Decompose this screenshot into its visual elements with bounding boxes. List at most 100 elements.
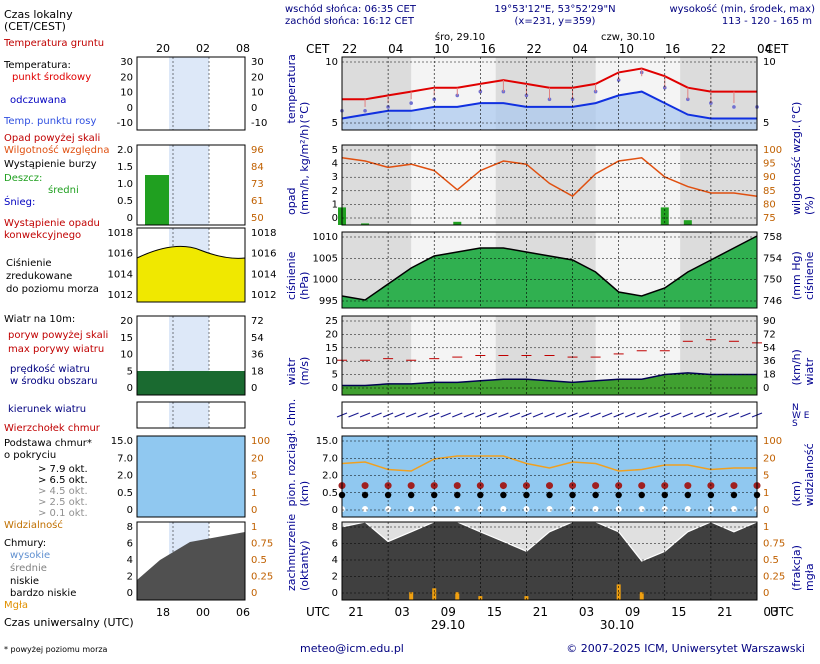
precipitation-bar: [453, 221, 462, 225]
legend-temp-mid: punkt środkowy: [12, 71, 91, 83]
legend-left-tick: 2.0: [117, 471, 133, 482]
panel-precip: 5 4 3 2 1 0 100 95 90 85 80 75 opad(mm/h, kg/m²/h) wi…: [285, 124, 816, 226]
legend-right-tick: 100: [251, 436, 270, 447]
cloud-base-point: [454, 491, 461, 499]
right-tick-label-line: 36: [763, 356, 776, 367]
legend-right-tick: 73: [251, 179, 264, 190]
legend-left-tick-line: -10: [117, 118, 133, 129]
left-tick-label: 2: [332, 572, 338, 583]
precipitation-bar: [683, 220, 692, 225]
panel-clouds: 15.0 7.0 2.0 0.5 0 100 20 5 1 0 pion. rozciągł. ch…: [285, 399, 816, 518]
left-tick-label-line: 1000: [313, 275, 338, 286]
panel-ylabel: zachmurzenie(oktanty): [285, 514, 311, 591]
footer-email[interactable]: meteo@icm.edu.pl: [300, 642, 404, 655]
right-tick-label-line: 85: [763, 186, 776, 197]
left-tick-label: 3: [332, 172, 338, 183]
legend-utc-tick: 06: [236, 606, 250, 619]
legend-left-tick-line: 1.5: [117, 162, 133, 173]
panel-ylabel: temperatura(°C): [285, 54, 311, 123]
legend-left-tick-line: 10: [120, 88, 133, 99]
cloud-top-point: [730, 482, 738, 490]
wind-speed-area: [342, 372, 757, 395]
legend-right-tick-line: 0: [251, 383, 257, 394]
legend-left-tick: 1012: [108, 290, 133, 301]
cet-tick-label: 04: [757, 42, 772, 56]
cet-label-right: CET: [765, 42, 789, 56]
left-tick-label: 4: [332, 159, 338, 170]
left-tick-label: 1005: [313, 253, 338, 264]
panel-rlabel-line: (%): [803, 196, 816, 215]
wind-direction-arrow: [601, 412, 613, 418]
legend-right-tick-line: 0.75: [251, 539, 273, 550]
cloud-base-thin-point: [684, 506, 691, 512]
panel-border: [341, 231, 758, 309]
legend-okt-1: > 6.5 okt.: [38, 475, 88, 486]
legend-cover-very-low: bardzo niskie: [10, 588, 76, 599]
legend-local-tick: 08: [236, 42, 250, 55]
local-time-label: Czas lokalny (CET/CEST): [4, 8, 73, 33]
panel-rlabel-line: (km): [790, 481, 803, 507]
panel-rlabel-line: (°C): [790, 102, 803, 124]
legend-right-tick-line: 0.5: [251, 555, 267, 566]
right-tick-label: 0.5: [763, 555, 779, 566]
cloud-base-point: [684, 491, 692, 499]
left-tick-label-line: 10: [325, 57, 338, 68]
panel-ylabel: wiatr(m/s): [285, 357, 311, 386]
legend-right-tick: 0: [251, 103, 257, 114]
footnote: * powyżej poziomu morza: [4, 645, 108, 654]
legend-wind-speed-line: w środku obszaru: [10, 375, 97, 387]
left-tick-label: 15: [325, 343, 338, 354]
wind-speed-line: [342, 372, 757, 387]
right-tick-label: 746: [763, 296, 782, 307]
cloud-cover-line: [341, 521, 758, 562]
legend-left-tick-line: 1016: [108, 249, 133, 260]
legend-rain: Deszcz:: [4, 173, 42, 184]
legend-panel-wind: 20 15 10 5 0 72 54 36 18 0: [120, 315, 264, 396]
left-tick-label-line: 0: [332, 505, 338, 516]
legend-local-tick-line: 08: [236, 42, 250, 55]
right-tick-label: 0.25: [763, 572, 785, 583]
right-tick-label-line: 90: [763, 172, 776, 183]
legend-panel-cover: 8 6 4 2 0 1 0.75 0.5 0.25 0: [127, 521, 273, 601]
legend-cover-title: Chmury:: [4, 538, 46, 549]
wind-direction-arrow: [463, 412, 475, 418]
cet-tick-label: 04: [573, 42, 588, 56]
cet-tick-label: 10: [434, 42, 449, 56]
panel-border: [341, 56, 758, 131]
right-tick-label: 758: [763, 232, 782, 243]
wind-direction-arrow: [394, 412, 405, 418]
legend-ground-temp: Temperatura gruntu: [3, 38, 104, 49]
cet-tick-label: 16: [665, 42, 680, 56]
legend-pressure-text: Ciśnienie zredukowane do poziomu morza: [6, 257, 99, 295]
legend-right-tick: 1: [251, 522, 257, 533]
legend-night: [169, 145, 209, 225]
wind-direction-arrow: [405, 412, 417, 418]
panel-ylabel-line: (km): [298, 481, 311, 507]
cloud-base-point: [477, 491, 484, 499]
legend-okt-3-line: > 2.5 okt.: [38, 497, 88, 508]
legend-left-tick-line: 0.5: [117, 488, 133, 499]
legend-storm-line: Wystąpienie burzy: [4, 159, 97, 170]
cloud-base-point: [638, 491, 645, 499]
legend-left-tick: 0: [127, 588, 133, 599]
utc-time-label-line: Czas uniwersalny (UTC): [4, 616, 134, 629]
cet-tick-label: 22: [342, 42, 357, 56]
legend-night: [169, 57, 209, 130]
local-time-label-line: (CET/CEST): [4, 20, 66, 33]
cloud-base-point: [615, 491, 622, 499]
cloud-base-point: [523, 491, 530, 499]
legend-cover-very-low-line: bardzo niskie: [10, 588, 76, 599]
left-tick-label-line: 8: [332, 522, 338, 533]
sunset-text: zachód słońca: 16:12 CET: [285, 15, 415, 27]
legend-cover-mid-line: średnie: [10, 562, 47, 574]
utc-tick-label: 15: [487, 605, 502, 619]
legend-precip-bar: [145, 175, 169, 225]
right-tick-label: 90: [763, 316, 776, 327]
legend-left-tick: 7.0: [117, 453, 133, 464]
right-tick-label: 18: [763, 370, 776, 381]
felt-temperature-point: [732, 105, 736, 109]
panel-ylabel: ciśnienie(hPa): [285, 251, 311, 300]
legend-okt-0: > 7.9 okt.: [38, 464, 88, 475]
left-tick-label-line: 15.0: [316, 436, 338, 447]
legend-right-tick: 54: [251, 333, 264, 344]
